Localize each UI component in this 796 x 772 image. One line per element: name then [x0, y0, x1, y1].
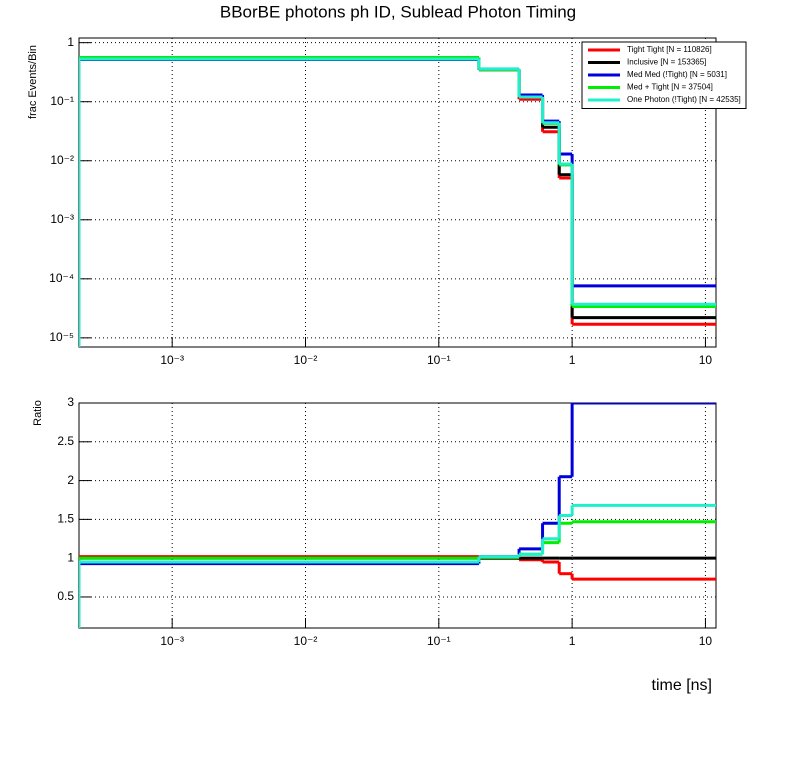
y-axis-label: Ratio [32, 400, 44, 426]
y-tick-label: 3 [67, 395, 74, 409]
x-tick-label: 10⁻¹ [427, 634, 451, 648]
y-tick-label: 2 [67, 473, 74, 487]
y-axis-label: frac Events/Bin [27, 45, 39, 119]
x-tick-label: 10⁻¹ [427, 353, 451, 367]
y-tick-label: 10⁻⁴ [49, 271, 74, 285]
chart-title: BBorBE photons ph ID, Sublead Photon Tim… [220, 2, 576, 21]
y-tick-label: 1.5 [57, 512, 74, 526]
y-tick-label: 1 [67, 35, 74, 49]
legend-label: Tight Tight [N = 110826] [627, 45, 712, 54]
legend-label: Med + Tight [N = 37504] [627, 83, 713, 92]
y-tick-label: 0.5 [57, 589, 74, 603]
y-tick-label: 10⁻⁵ [49, 330, 74, 344]
x-tick-label: 1 [569, 634, 576, 648]
x-axis-label: time [ns] [652, 677, 712, 694]
y-tick-label: 10⁻³ [50, 212, 74, 226]
series-group [79, 403, 716, 628]
y-tick-label: 10⁻¹ [50, 94, 74, 108]
x-tick-label: 1 [569, 353, 576, 367]
x-tick-label: 10⁻² [294, 634, 318, 648]
legend-label: One Photon (!Tight) [N = 42535] [627, 95, 741, 104]
y-tick-label: 10⁻² [50, 153, 74, 167]
series-group [79, 56, 716, 347]
legend-label: Med Med (!Tight) [N = 5031] [627, 70, 727, 79]
y-tick-label: 2.5 [57, 434, 74, 448]
x-tick-label: 10⁻³ [160, 634, 184, 648]
x-tick-label: 10 [699, 353, 713, 367]
legend-label: Inclusive [N = 153365] [627, 58, 706, 67]
x-tick-label: 10 [699, 634, 713, 648]
y-tick-label: 1 [67, 550, 74, 564]
x-tick-label: 10⁻² [294, 353, 318, 367]
plot-frame [78, 402, 717, 629]
x-tick-label: 10⁻³ [160, 353, 184, 367]
